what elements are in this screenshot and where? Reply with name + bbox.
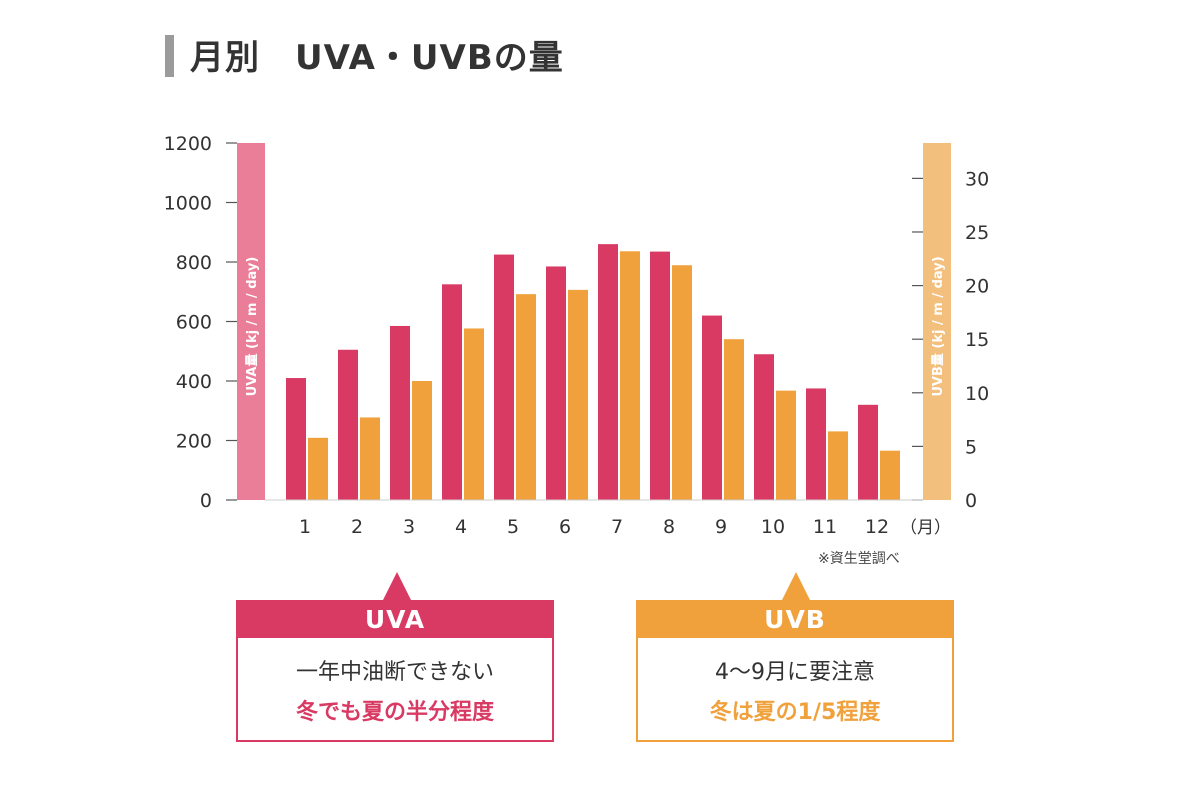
uva-bar [338, 349, 358, 500]
uva-callout: UVA 一年中油断できない 冬でも夏の半分程度 [236, 600, 554, 742]
uvb-bar [880, 450, 900, 500]
uvb-bar [672, 265, 692, 500]
x-tick-label: 4 [455, 516, 467, 538]
y-right-tick-label: 25 [965, 222, 989, 244]
uvb-bar [776, 390, 796, 500]
uvb-bar [568, 289, 588, 500]
x-tick-label: 1 [299, 516, 311, 538]
y-right-tick-label: 10 [965, 383, 989, 405]
uvb-callout-title: UVB [638, 602, 952, 638]
y-left-tick-label: 200 [176, 431, 212, 453]
uva-callout-pointer [383, 572, 411, 600]
uvb-bar [724, 339, 744, 500]
uva-bar [286, 378, 306, 500]
uva-bar [806, 388, 826, 500]
uvb-bar [360, 417, 380, 500]
x-tick-label: 8 [663, 516, 675, 538]
y-right-tick-label: 30 [965, 168, 989, 190]
uvb-axis-band [923, 143, 951, 500]
y-right-tick-label: 0 [965, 490, 977, 512]
uvb-bar [828, 431, 848, 500]
uva-bar [442, 284, 462, 500]
x-tick-label: 10 [761, 516, 785, 538]
uva-callout-title: UVA [238, 602, 552, 638]
x-tick-label: 11 [813, 516, 837, 538]
uva-bar [390, 325, 410, 500]
x-tick-label: 12 [865, 516, 889, 538]
uvb-callout-line2: 冬は夏の1/5程度 [709, 700, 881, 725]
y-left-tick-label: 1200 [164, 133, 212, 155]
x-tick-label: 5 [507, 516, 519, 538]
uvb-bar [464, 328, 484, 500]
source-note: ※資生堂調べ [818, 551, 900, 567]
y-left-tick-label: 600 [176, 312, 212, 334]
chart-title: 月別 UVA・UVBの量 [190, 38, 564, 78]
y-right-tick-label: 5 [965, 436, 977, 458]
uvb-bar [412, 381, 432, 500]
uvb-bar [308, 437, 328, 500]
x-tick-label: 2 [351, 516, 363, 538]
x-tick-label: 9 [715, 516, 727, 538]
y-left-tick-label: 0 [200, 490, 212, 512]
uvb-bar [620, 251, 640, 500]
y-right-tick-label: 15 [965, 329, 989, 351]
uva-bar [598, 244, 618, 500]
uvb-callout: UVB 4〜9月に要注意 冬は夏の1/5程度 [636, 600, 954, 742]
y-right-axis-label: UVB量 (kj / m / day) [931, 256, 946, 396]
uva-bar [494, 254, 514, 500]
x-unit-label: （月） [900, 518, 951, 538]
uvb-callout-line1: 4〜9月に要注意 [715, 660, 875, 685]
uva-axis-band [237, 143, 265, 500]
title-accent-bar [165, 35, 174, 77]
uva-bar [546, 266, 566, 500]
uva-bar [858, 404, 878, 500]
x-tick-label: 7 [611, 516, 623, 538]
uva-bar [754, 354, 774, 500]
y-left-tick-label: 400 [176, 371, 212, 393]
y-left-tick-label: 1000 [164, 193, 212, 215]
uva-bar [650, 251, 670, 500]
x-tick-label: 3 [403, 516, 415, 538]
y-left-axis-label: UVA量 (kj / m / day) [245, 257, 260, 397]
y-right-tick-label: 20 [965, 276, 989, 298]
uvb-callout-pointer [782, 572, 810, 600]
uvb-bar [516, 294, 536, 500]
y-left-tick-label: 800 [176, 252, 212, 274]
x-tick-label: 6 [559, 516, 571, 538]
uva-callout-line1: 一年中油断できない [295, 660, 494, 685]
uva-bar [702, 315, 722, 500]
uva-callout-line2: 冬でも夏の半分程度 [295, 700, 494, 725]
